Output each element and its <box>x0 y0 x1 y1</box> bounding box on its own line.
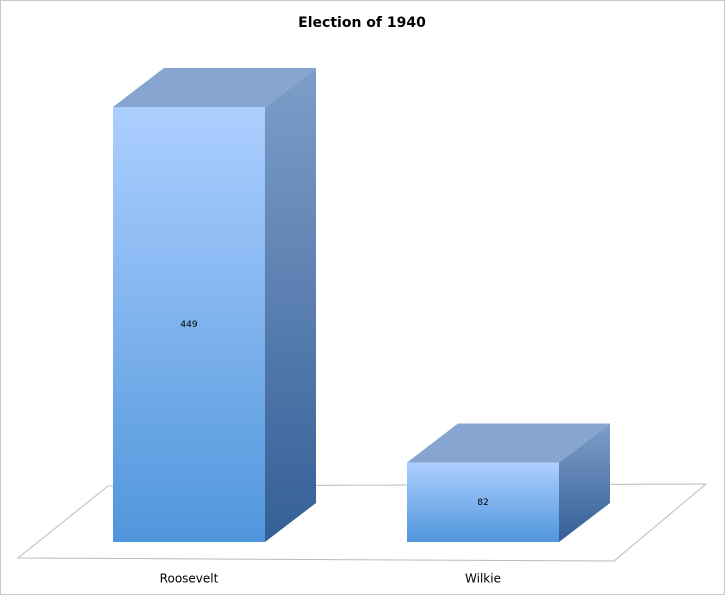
bar-side <box>265 68 316 542</box>
x-tick-label: Roosevelt <box>160 572 219 586</box>
bar-top <box>407 423 610 463</box>
bar-top <box>113 68 316 107</box>
value-label: 449 <box>180 320 197 330</box>
bar-side <box>559 423 610 542</box>
bar <box>113 107 265 542</box>
value-label: 82 <box>477 498 488 508</box>
x-tick-label: Wilkie <box>465 572 501 586</box>
chart-title: Election of 1940 <box>298 15 426 31</box>
bar <box>407 462 559 542</box>
